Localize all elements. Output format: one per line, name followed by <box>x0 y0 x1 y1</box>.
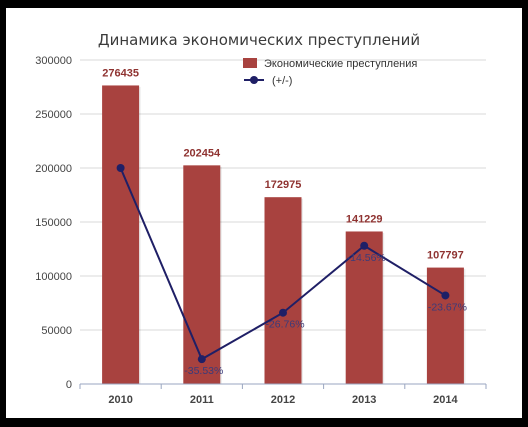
chart-svg: Динамика экономических преступлений 0 500… <box>35 31 487 406</box>
chart-container: Динамика экономических преступлений 0 500… <box>6 8 522 418</box>
x-tick-label: 2014 <box>433 394 458 406</box>
bar-data-label: 107797 <box>427 250 464 262</box>
legend-label-bar[interactable]: Экономические преступления <box>264 58 417 70</box>
bar-data-label: 172975 <box>265 179 302 191</box>
line-point[interactable] <box>360 241 369 250</box>
bar[interactable] <box>426 267 464 384</box>
chart-title: Динамика экономических преступлений <box>98 31 420 49</box>
line-series: -35.53% -26.76% -14.56% -23.67% <box>116 164 467 377</box>
line-point[interactable] <box>279 308 287 317</box>
y-tick-label: 300000 <box>35 55 72 67</box>
x-axis: 2010 2011 2012 2013 2014 <box>79 383 487 406</box>
y-tick-label: 0 <box>66 379 72 391</box>
line-point[interactable] <box>197 355 206 364</box>
bar-data-label: 276435 <box>102 67 139 79</box>
y-tick-label: 200000 <box>35 163 72 175</box>
bar[interactable] <box>264 197 302 384</box>
y-axis: 0 50000 100000 150000 200000 250000 300000 <box>35 55 72 391</box>
x-tick-label: 2012 <box>271 394 295 406</box>
line-point[interactable] <box>441 291 450 300</box>
bar[interactable] <box>183 165 221 384</box>
x-tick-label: 2011 <box>190 394 214 406</box>
line-data-label: -23.67% <box>428 301 467 313</box>
line-data-label: -35.53% <box>184 365 223 377</box>
y-tick-label: 50000 <box>41 325 72 337</box>
bar[interactable] <box>102 85 140 385</box>
line-data-label: -14.56% <box>347 252 386 264</box>
legend: Экономические преступления (+/-) <box>243 58 417 87</box>
line-data-label: -26.76% <box>265 319 304 331</box>
legend-swatch-bar[interactable] <box>243 58 257 68</box>
bar-data-label: 202454 <box>183 147 221 159</box>
y-tick-label: 150000 <box>35 217 72 229</box>
legend-swatch-dot <box>250 76 258 84</box>
bar-series: 276435 202454 172975 141229 107797 <box>102 67 466 385</box>
line-point[interactable] <box>116 164 125 172</box>
x-tick-label: 2010 <box>108 394 132 406</box>
y-tick-label: 100000 <box>35 271 72 283</box>
bar-data-label: 141229 <box>346 213 383 225</box>
x-tick-label: 2013 <box>352 394 376 406</box>
y-tick-label: 250000 <box>35 109 72 121</box>
legend-label-line[interactable]: (+/-) <box>272 75 292 87</box>
